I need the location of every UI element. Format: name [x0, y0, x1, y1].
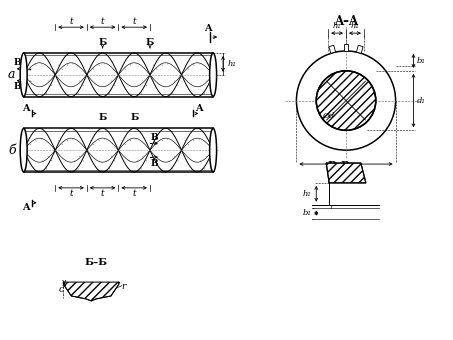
Polygon shape	[87, 129, 118, 150]
Polygon shape	[24, 150, 55, 172]
Polygon shape	[55, 150, 87, 172]
Polygon shape	[63, 282, 119, 301]
Text: t: t	[132, 189, 136, 198]
Text: A–A: A–A	[334, 15, 358, 28]
Text: c: c	[59, 285, 64, 293]
Text: b₁: b₁	[417, 57, 426, 65]
Polygon shape	[24, 75, 55, 97]
Circle shape	[296, 51, 395, 150]
Text: A: A	[195, 104, 203, 113]
Ellipse shape	[210, 128, 217, 172]
Polygon shape	[24, 129, 55, 150]
Text: b₁: b₁	[303, 209, 312, 217]
Text: h₁: h₁	[303, 190, 312, 198]
Text: В–В: В–В	[328, 160, 351, 170]
Text: Б–Б: Б–Б	[85, 258, 108, 267]
Text: В: В	[150, 133, 158, 142]
Polygon shape	[150, 150, 182, 172]
Text: Б: Б	[98, 113, 107, 122]
Circle shape	[316, 71, 376, 130]
Text: d₁: d₁	[417, 97, 426, 105]
Text: A: A	[22, 104, 29, 113]
Polygon shape	[118, 53, 150, 75]
Polygon shape	[118, 150, 150, 172]
Polygon shape	[55, 129, 87, 150]
Polygon shape	[55, 75, 87, 97]
Polygon shape	[24, 53, 55, 75]
Text: h₁: h₁	[227, 60, 236, 68]
Text: В: В	[150, 158, 158, 168]
Text: r: r	[122, 282, 126, 291]
Polygon shape	[118, 129, 150, 150]
Text: t: t	[132, 17, 136, 26]
Text: A: A	[22, 203, 29, 212]
Polygon shape	[182, 75, 213, 97]
Text: Б: Б	[130, 113, 138, 122]
Polygon shape	[87, 150, 118, 172]
Polygon shape	[357, 45, 363, 53]
Text: В: В	[14, 58, 22, 67]
Text: Б: Б	[146, 37, 154, 47]
Polygon shape	[150, 53, 182, 75]
Polygon shape	[343, 44, 348, 51]
Polygon shape	[87, 75, 118, 97]
Text: Б: Б	[98, 37, 107, 47]
Ellipse shape	[20, 53, 27, 97]
Text: В: В	[14, 82, 22, 91]
Polygon shape	[329, 45, 336, 53]
Text: а: а	[8, 68, 15, 81]
Text: d₁: d₁	[341, 167, 351, 175]
Polygon shape	[150, 129, 182, 150]
Text: t: t	[101, 189, 104, 198]
Ellipse shape	[210, 53, 217, 97]
Ellipse shape	[20, 128, 27, 172]
Polygon shape	[150, 75, 182, 97]
Text: t: t	[69, 189, 73, 198]
Polygon shape	[182, 150, 213, 172]
Text: t: t	[69, 17, 73, 26]
Polygon shape	[118, 75, 150, 97]
Text: h₁: h₁	[351, 22, 359, 30]
Text: A: A	[204, 24, 212, 33]
Polygon shape	[182, 53, 213, 75]
Text: t: t	[101, 17, 104, 26]
Text: Ød: Ød	[322, 112, 334, 119]
Polygon shape	[87, 53, 118, 75]
Text: h₁: h₁	[333, 22, 342, 30]
Text: б: б	[8, 144, 15, 157]
Polygon shape	[182, 129, 213, 150]
Polygon shape	[55, 53, 87, 75]
Polygon shape	[326, 163, 366, 183]
